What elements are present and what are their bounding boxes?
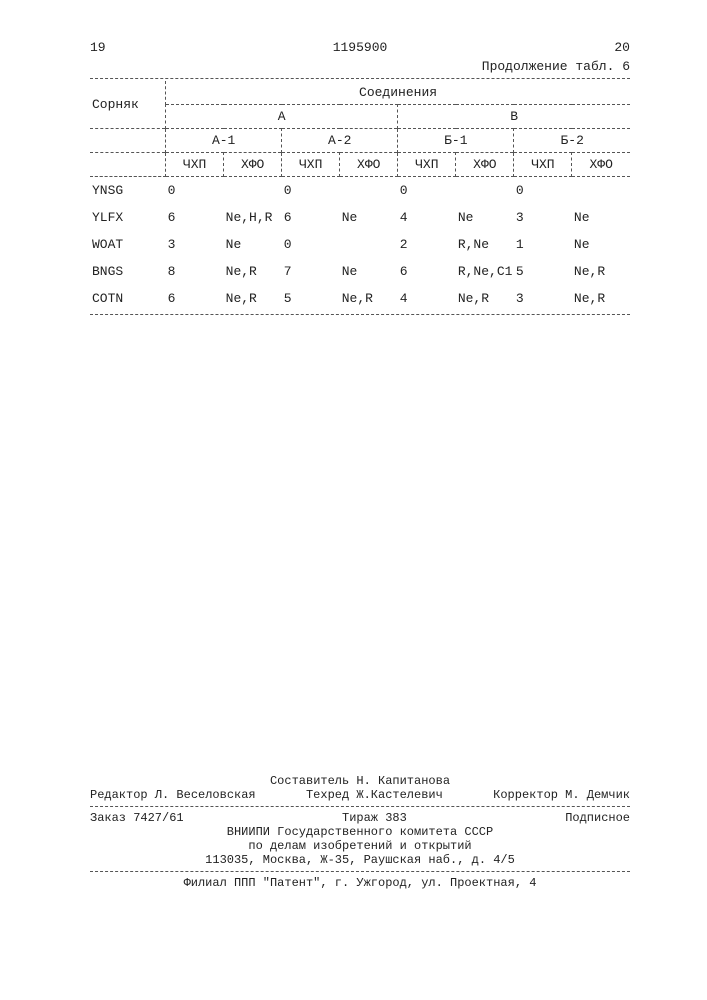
cell: Ne,R: [340, 285, 398, 312]
table-bottom-border: [90, 314, 630, 315]
header-a2: А-2: [282, 129, 398, 153]
org-line1: ВНИИПИ Государственного комитета СССР: [90, 825, 630, 839]
compiler: Составитель Н. Капитанова: [90, 774, 630, 788]
cell: 4: [398, 285, 456, 312]
cell: 4: [398, 204, 456, 231]
page-right: 20: [614, 40, 630, 55]
header-xfo: ХФО: [572, 153, 630, 177]
header-compounds: Соединения: [166, 81, 630, 105]
table-row: YLFX6Ne,H,R6Ne4Ne3Ne: [90, 204, 630, 231]
cell: 0: [166, 177, 224, 205]
cell: 0: [282, 231, 340, 258]
cell: 6: [282, 204, 340, 231]
row-label: BNGS: [90, 258, 166, 285]
addr: 113035, Москва, Ж-35, Раушская наб., д. …: [90, 853, 630, 867]
cell: Ne,H,R: [224, 204, 282, 231]
cell: Ne: [456, 204, 514, 231]
header-chxp: ЧХП: [282, 153, 340, 177]
footer-divider: [90, 806, 630, 807]
cell: Ne,R: [572, 258, 630, 285]
table-top-border: [90, 78, 630, 79]
header-sornyak: Сорняк: [90, 81, 166, 129]
row-label: YLFX: [90, 204, 166, 231]
header-chxp: ЧХП: [398, 153, 456, 177]
table-row: BNGS8Ne,R7Ne6R,Ne,C15Ne,R: [90, 258, 630, 285]
cell: Ne,R: [224, 285, 282, 312]
cell: 1: [514, 231, 572, 258]
row-label: WOAT: [90, 231, 166, 258]
cell: 7: [282, 258, 340, 285]
order: Заказ 7427/61: [90, 811, 184, 825]
cell: [224, 177, 282, 205]
header-xfo: ХФО: [340, 153, 398, 177]
editor: Редактор Л. Веселовская: [90, 788, 256, 802]
doc-number: 1195900: [333, 40, 388, 55]
cell: Ne,R: [456, 285, 514, 312]
row-label: YNSG: [90, 177, 166, 205]
techred: Техред Ж.Кастелевич: [306, 788, 443, 802]
cell: 0: [514, 177, 572, 205]
cell: Ne,R: [224, 258, 282, 285]
header-group-b: В: [398, 105, 630, 129]
cell: 6: [166, 285, 224, 312]
data-table: Сорняк Соединения А В А-1 А-2 Б-1 Б-2 ЧХ…: [90, 81, 630, 312]
branch: Филиал ППП "Патент", г. Ужгород, ул. Про…: [90, 876, 630, 890]
cell: 5: [514, 258, 572, 285]
cell: R,Ne,C1: [456, 258, 514, 285]
subscription: Подписное: [565, 811, 630, 825]
header-b1: Б-1: [398, 129, 514, 153]
cell: 3: [514, 285, 572, 312]
header-chxp: ЧХП: [514, 153, 572, 177]
corrector: Корректор М. Демчик: [493, 788, 630, 802]
cell: Ne: [572, 204, 630, 231]
cell: [456, 177, 514, 205]
table-row: COTN6Ne,R5Ne,R4Ne,R3Ne,R: [90, 285, 630, 312]
footer-divider: [90, 871, 630, 872]
table-row: WOAT3Ne02R,Ne1Ne: [90, 231, 630, 258]
cell: [340, 177, 398, 205]
cell: Ne,R: [572, 285, 630, 312]
cell: [340, 231, 398, 258]
cell: 0: [398, 177, 456, 205]
table-row: YNSG0000: [90, 177, 630, 205]
footer: Составитель Н. Капитанова Редактор Л. Ве…: [90, 774, 630, 890]
cell: 3: [166, 231, 224, 258]
cell: Ne: [224, 231, 282, 258]
row-label: COTN: [90, 285, 166, 312]
continuation-label: Продолжение табл. 6: [90, 59, 630, 74]
cell: Ne: [340, 258, 398, 285]
cell: 0: [282, 177, 340, 205]
header-xfo: ХФО: [224, 153, 282, 177]
cell: 5: [282, 285, 340, 312]
cell: Ne: [572, 231, 630, 258]
cell: 6: [166, 204, 224, 231]
header-group-a: А: [166, 105, 398, 129]
page-left: 19: [90, 40, 106, 55]
cell: 3: [514, 204, 572, 231]
header-a1: А-1: [166, 129, 282, 153]
cell: 8: [166, 258, 224, 285]
header-b2: Б-2: [514, 129, 630, 153]
cell: Ne: [340, 204, 398, 231]
tirage: Тираж 383: [342, 811, 407, 825]
cell: 6: [398, 258, 456, 285]
cell: 2: [398, 231, 456, 258]
org-line2: по делам изобретений и открытий: [90, 839, 630, 853]
cell: R,Ne: [456, 231, 514, 258]
header-chxp: ЧХП: [166, 153, 224, 177]
header-xfo: ХФО: [456, 153, 514, 177]
cell: [572, 177, 630, 205]
